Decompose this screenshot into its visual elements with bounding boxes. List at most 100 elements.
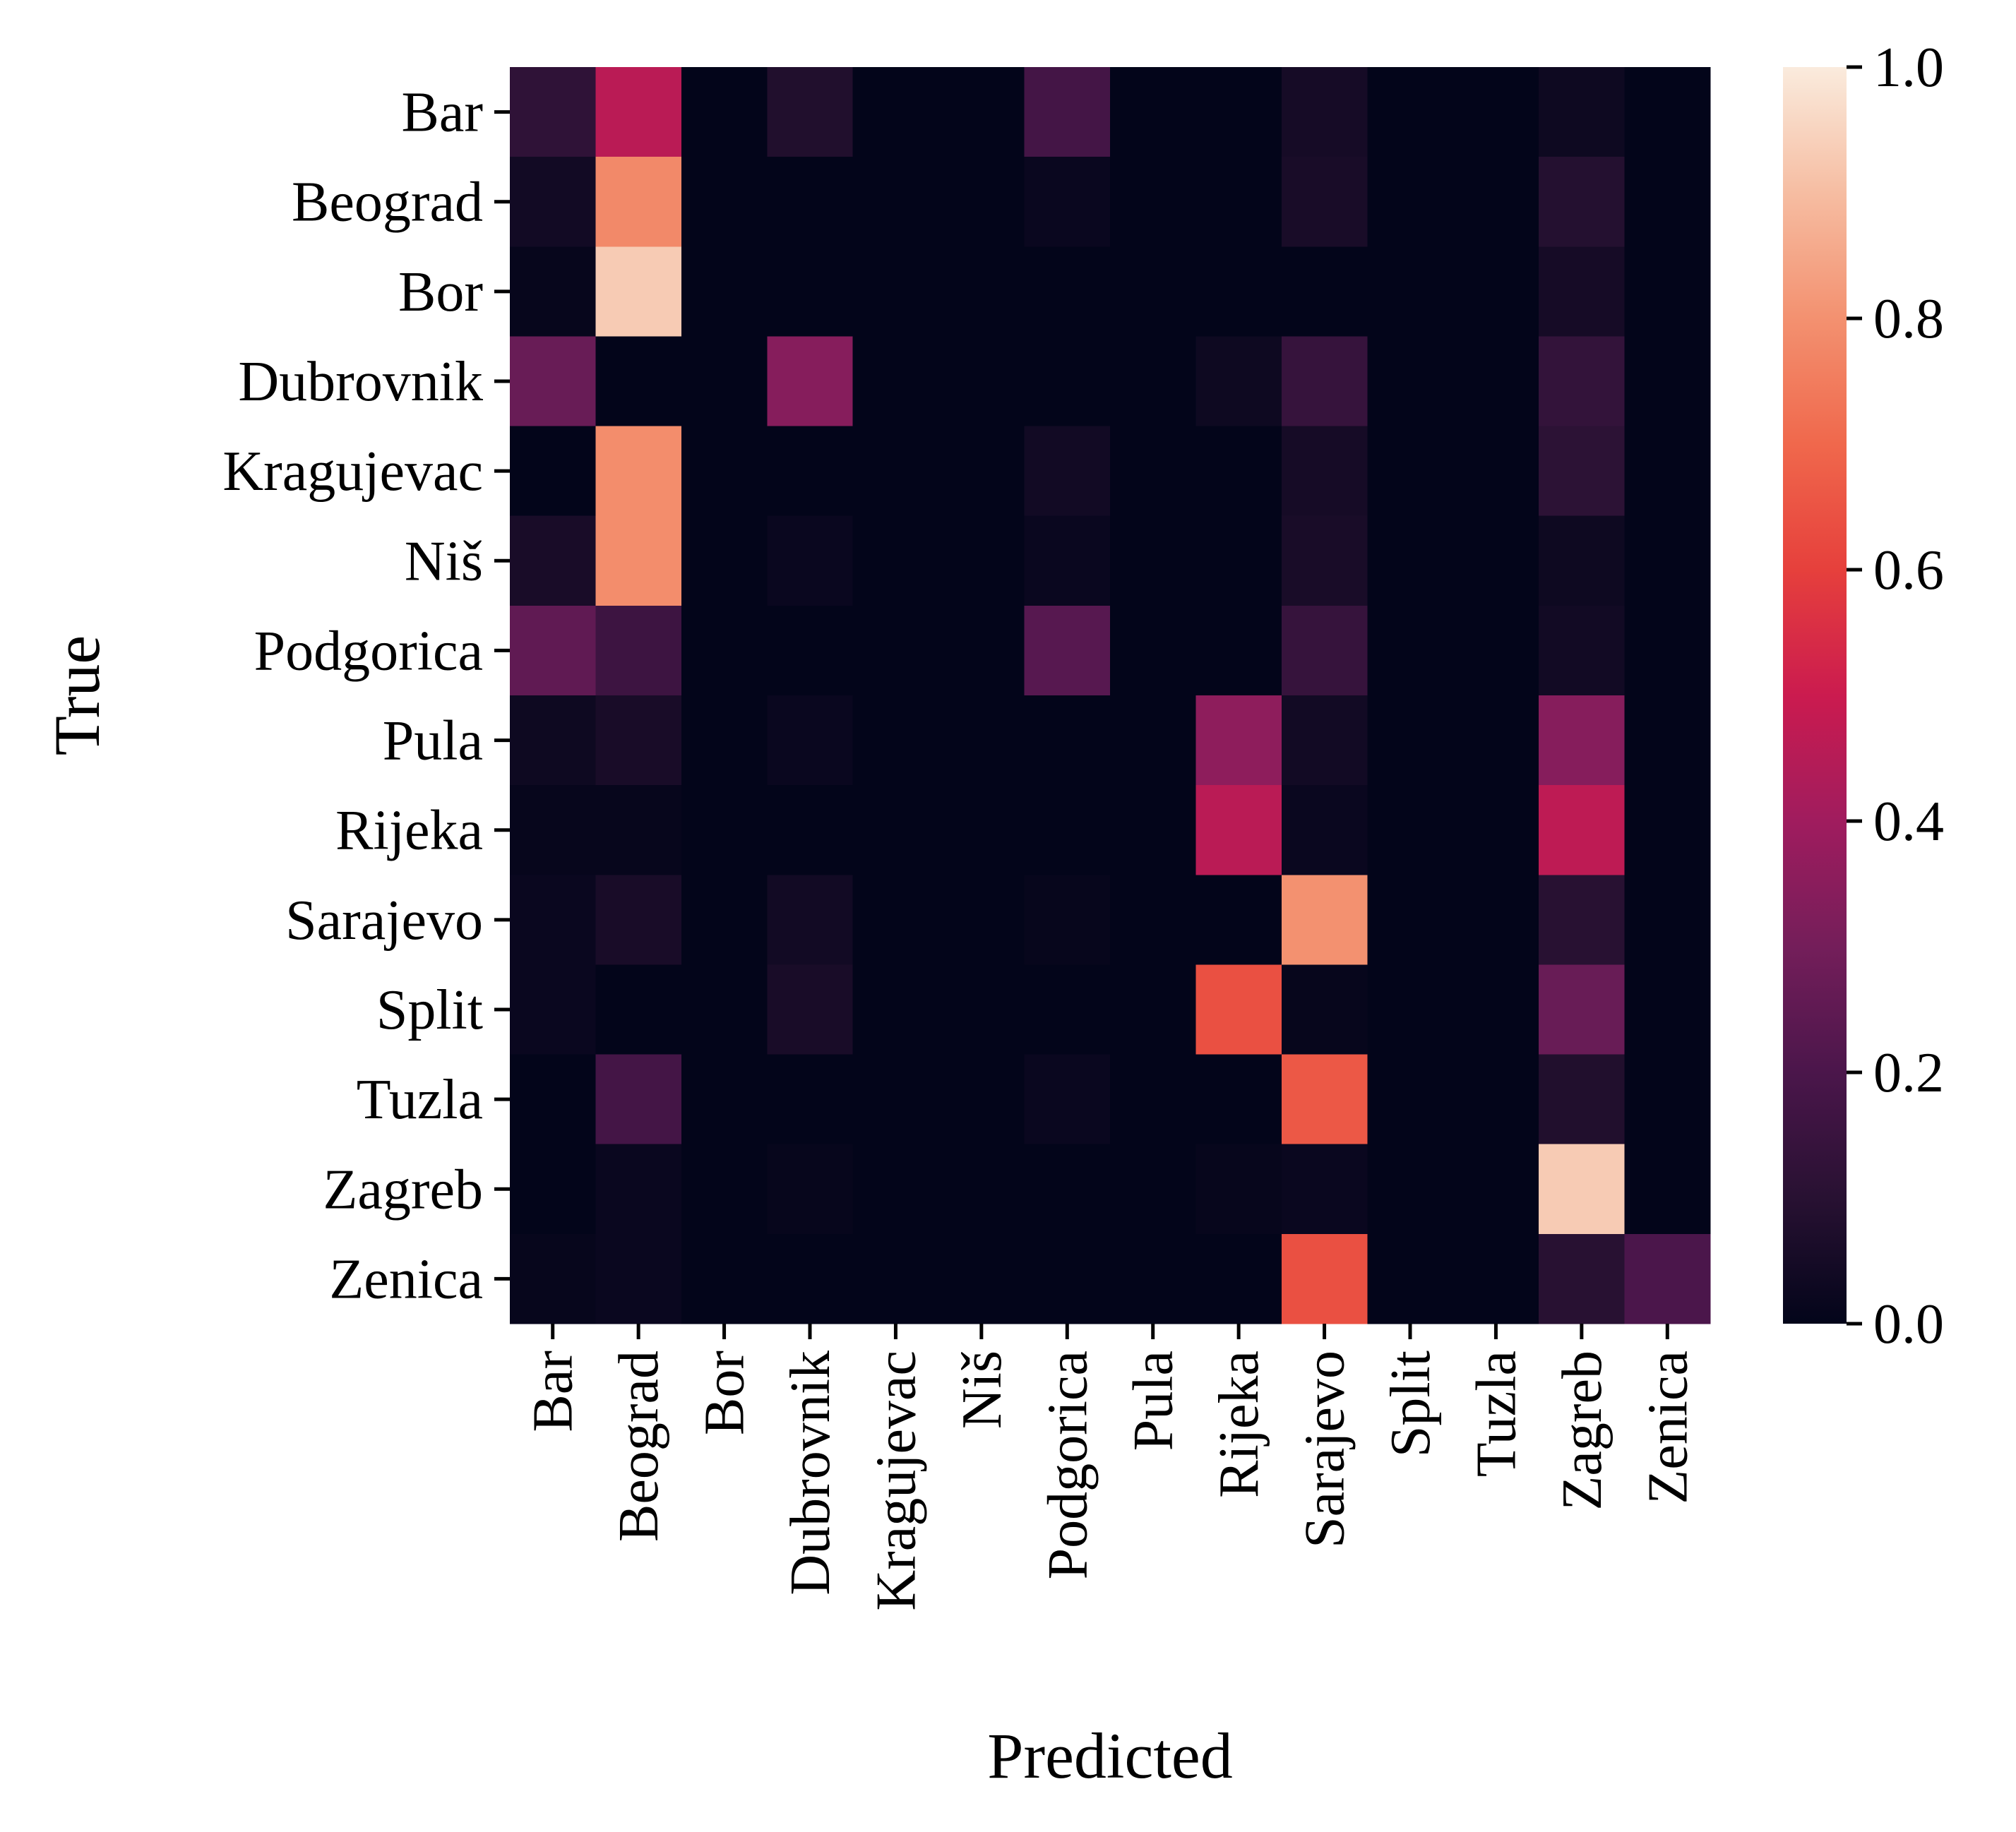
heatmap-cell <box>767 695 854 786</box>
heatmap-cell <box>595 515 682 606</box>
x-tick-label: Split <box>1380 1351 1442 1457</box>
heatmap-cell <box>767 1054 854 1145</box>
heatmap-cell <box>1281 1233 1368 1324</box>
heatmap-cell <box>938 875 1025 966</box>
heatmap-cell <box>1024 336 1111 427</box>
heatmap-cell <box>1281 157 1368 247</box>
heatmap-cell <box>1453 1144 1539 1235</box>
heatmap-cell <box>938 336 1025 427</box>
heatmap-cell <box>1539 426 1626 517</box>
heatmap-cell <box>767 785 854 875</box>
heatmap-cell <box>595 426 682 517</box>
colorbar-tick-label: 0.6 <box>1873 539 1944 601</box>
heatmap-cell <box>1367 1144 1454 1235</box>
heatmap-cell <box>938 605 1025 696</box>
heatmap-cell <box>1195 336 1282 427</box>
x-tick-label: Kragujevac <box>865 1351 927 1611</box>
heatmap-cell <box>852 336 939 427</box>
y-tick-label: Pula <box>383 710 483 772</box>
heatmap-cell <box>595 157 682 247</box>
heatmap-cell <box>1024 964 1111 1055</box>
heatmap-cell <box>510 67 597 157</box>
heatmap-cell <box>1110 875 1197 966</box>
heatmap-cell <box>1195 695 1282 786</box>
y-tick-label: Zenica <box>329 1248 483 1310</box>
heatmap-cell <box>1281 605 1368 696</box>
x-tick-label: Niš <box>951 1351 1013 1429</box>
heatmap-cell <box>1024 875 1111 966</box>
heatmap-cell <box>1195 875 1282 966</box>
x-axis-label: Predicted <box>987 1720 1232 1792</box>
x-tick-label: Pula <box>1123 1351 1185 1451</box>
heatmap-cell <box>681 964 768 1055</box>
y-tick-label: Bor <box>398 261 483 323</box>
heatmap-cell <box>767 605 854 696</box>
heatmap-cell <box>1367 515 1454 606</box>
heatmap-cell <box>681 695 768 786</box>
colorbar-tick-label: 0.4 <box>1873 791 1944 853</box>
heatmap-cell <box>1024 1144 1111 1235</box>
colorbar-tick-label: 0.8 <box>1873 288 1944 350</box>
heatmap-cell <box>1195 246 1282 337</box>
heatmap-cell <box>510 515 597 606</box>
heatmap-cell <box>1195 605 1282 696</box>
heatmap-cell <box>852 605 939 696</box>
y-tick-label: Niš <box>405 530 483 592</box>
heatmap-cell <box>1539 515 1626 606</box>
heatmap-cell <box>1624 157 1711 247</box>
heatmap-cell <box>1367 964 1454 1055</box>
heatmap-cell <box>681 157 768 247</box>
heatmap-cell <box>1453 1054 1539 1145</box>
heatmap-cell <box>1453 695 1539 786</box>
x-tick-label: Bor <box>694 1351 756 1435</box>
heatmap-cell <box>852 1144 939 1235</box>
x-tick-label: Beograd <box>608 1351 670 1542</box>
heatmap-cell <box>1110 157 1197 247</box>
heatmap-cell <box>1281 336 1368 427</box>
heatmap-cell <box>1024 67 1111 157</box>
y-axis-ticks: Bar Beograd Bor Dubrovnik Kragujevac Niš Podgo… <box>222 82 510 1310</box>
heatmap-cell <box>767 875 854 966</box>
y-tick-label: Split <box>376 979 483 1041</box>
heatmap-cell <box>1624 426 1711 517</box>
x-tick-label: Zagreb <box>1551 1351 1614 1511</box>
heatmap-cell <box>767 964 854 1055</box>
heatmap-cell <box>681 1144 768 1235</box>
heatmap-cell <box>1110 964 1197 1055</box>
heatmap-cell <box>1367 875 1454 966</box>
heatmap-cell <box>1453 875 1539 966</box>
heatmap-cell <box>595 246 682 337</box>
heatmap-cell <box>1624 785 1711 875</box>
heatmap-cell <box>1624 336 1711 427</box>
heatmap-cell <box>1110 785 1197 875</box>
heatmap-cell <box>681 246 768 337</box>
heatmap-cell <box>1110 695 1197 786</box>
heatmap-cell <box>1624 67 1711 157</box>
heatmap-cell <box>1110 515 1197 606</box>
heatmap-cell <box>938 515 1025 606</box>
heatmap-cell <box>938 1144 1025 1235</box>
heatmap-cell <box>1539 1233 1626 1324</box>
heatmap-cell <box>1281 67 1368 157</box>
heatmap-cell <box>1624 1054 1711 1145</box>
heatmap-cell <box>1453 336 1539 427</box>
y-tick-label: Rijeka <box>335 800 483 862</box>
heatmap-cell <box>510 785 597 875</box>
heatmap-cell <box>1024 785 1111 875</box>
heatmap-cell <box>1539 336 1626 427</box>
heatmap-cell <box>1195 67 1282 157</box>
heatmap-cell <box>1453 785 1539 875</box>
heatmap-cell <box>1624 875 1711 966</box>
heatmap-cell <box>595 605 682 696</box>
heatmap-cell <box>510 336 597 427</box>
x-tick-label: Dubrovnik <box>780 1351 842 1595</box>
heatmap-cell <box>852 964 939 1055</box>
heatmap-cell <box>1281 246 1368 337</box>
colorbar-tick-label: 0.2 <box>1873 1042 1944 1104</box>
heatmap-cell <box>681 515 768 606</box>
heatmap-cell <box>852 246 939 337</box>
heatmap-cell <box>1453 246 1539 337</box>
heatmap-cell <box>1195 1144 1282 1235</box>
heatmap-cell <box>1195 1233 1282 1324</box>
heatmap-cell <box>767 1144 854 1235</box>
